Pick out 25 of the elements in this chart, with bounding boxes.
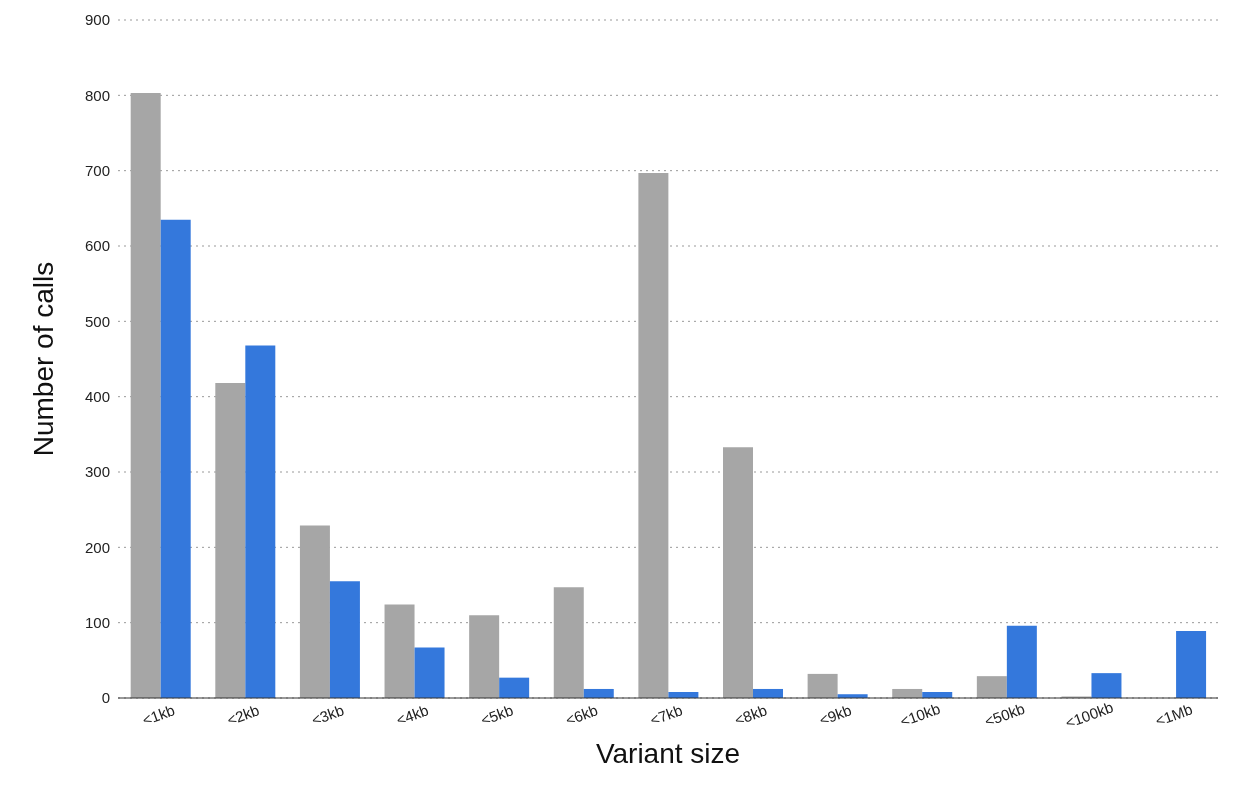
y-tick-label: 400 <box>84 387 110 405</box>
x-axis-title: Variant size <box>595 738 741 769</box>
x-tick-label: <6kb <box>563 701 600 729</box>
y-tick-label: 0 <box>101 689 110 707</box>
y-tick-label: 100 <box>84 613 110 631</box>
x-tick-label: <50kb <box>982 699 1027 730</box>
y-tick-label: 900 <box>84 11 110 29</box>
x-tick-label: <3kb <box>309 701 347 729</box>
y-tick-label: 300 <box>84 463 110 481</box>
x-tick-label: <1Mb <box>1153 700 1195 730</box>
y-tick-label: 800 <box>84 86 110 104</box>
x-tick-label: <7kb <box>647 701 685 729</box>
x-tick-label: <100kb <box>1062 698 1116 732</box>
y-tick-label: 200 <box>84 538 110 556</box>
y-axis-title: Number of calls <box>27 261 59 457</box>
y-tick-label: 700 <box>84 161 110 179</box>
x-tick-label: <4kb <box>393 701 431 729</box>
x-tick-label: <1kb <box>140 701 177 729</box>
x-tick-label: <5kb <box>478 701 516 729</box>
x-tick-label: <9kb <box>816 701 854 729</box>
y-tick-label: 500 <box>84 312 110 330</box>
x-tick-label: <2kb <box>224 701 262 729</box>
y-tick-label: 600 <box>84 237 110 255</box>
x-tick-label: <10kb <box>897 699 943 730</box>
x-tick-label: <8kb <box>732 701 770 729</box>
